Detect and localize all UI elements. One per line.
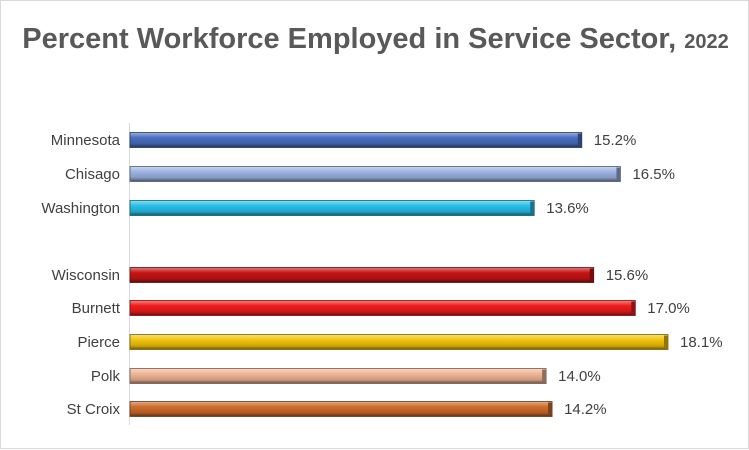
value-label-minnesota: 15.2% — [594, 132, 637, 149]
value-label-burnett: 17.0% — [647, 300, 690, 317]
value-label-polk: 14.0% — [558, 368, 601, 385]
value-label-st-croix: 14.2% — [564, 401, 607, 418]
bar-polk — [129, 368, 547, 384]
chart-title-text: Percent Workforce Employed in Service Se… — [22, 23, 677, 55]
bar-end-cap-burnett — [631, 301, 636, 315]
bar-minnesota — [129, 132, 583, 148]
category-label-st-croix: St Croix — [67, 401, 121, 418]
bar-end-cap-st-croix — [548, 402, 553, 416]
value-label-chisago: 16.5% — [632, 166, 675, 183]
bar-chisago — [129, 166, 621, 182]
value-label-washington: 13.6% — [546, 200, 589, 217]
bar-end-cap-pierce — [664, 335, 668, 349]
bar-end-cap-washington — [530, 201, 535, 215]
bar-end-cap-polk — [542, 369, 547, 383]
bar-washington — [129, 200, 535, 216]
category-label-chisago: Chisago — [65, 166, 120, 183]
bar-st-croix — [129, 401, 553, 417]
chart-title-year: 2022 — [684, 31, 729, 53]
bar-end-cap-chisago — [616, 167, 621, 181]
category-label-minnesota: Minnesota — [51, 132, 121, 149]
bar-wisconsin — [129, 267, 595, 283]
bar-burnett — [129, 300, 636, 316]
category-label-wisconsin: Wisconsin — [52, 267, 120, 284]
bar-pierce — [129, 334, 669, 350]
value-label-wisconsin: 15.6% — [606, 267, 649, 284]
chart-title: Percent Workforce Employed in Service Se… — [1, 19, 749, 63]
bar-end-cap-wisconsin — [589, 268, 594, 282]
bar-end-cap-minnesota — [577, 133, 582, 147]
category-label-polk: Polk — [91, 368, 121, 385]
category-label-washington: Washington — [41, 200, 120, 217]
category-label-pierce: Pierce — [77, 334, 120, 351]
category-label-burnett: Burnett — [72, 300, 121, 317]
value-label-pierce: 18.1% — [680, 334, 723, 351]
